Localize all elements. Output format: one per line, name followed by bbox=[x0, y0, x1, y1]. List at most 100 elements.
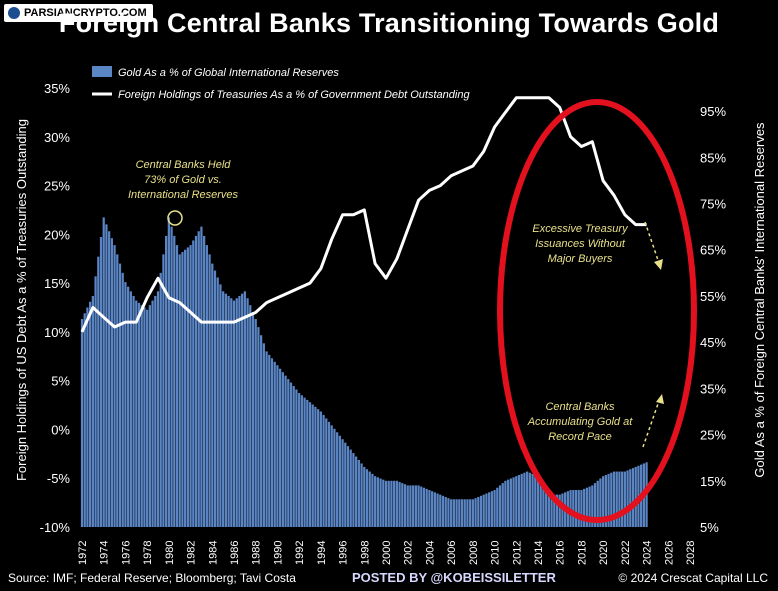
gold-bar bbox=[436, 493, 439, 527]
gold-bar bbox=[452, 499, 455, 527]
x-tick-label: 2028 bbox=[685, 541, 697, 565]
gold-bar bbox=[284, 375, 287, 527]
gold-bar bbox=[574, 490, 578, 527]
gold-bar bbox=[156, 291, 160, 527]
gold-bar bbox=[327, 421, 331, 527]
gold-bar bbox=[428, 490, 431, 527]
gold-bar bbox=[219, 284, 222, 527]
right-tick-label: 85% bbox=[700, 150, 726, 165]
gold-bar bbox=[89, 301, 92, 527]
x-tick-label: 1980 bbox=[164, 541, 176, 565]
right-tick-label: 45% bbox=[700, 335, 726, 350]
gold-bar bbox=[243, 291, 246, 527]
gold-bar bbox=[276, 365, 279, 527]
gold-bar bbox=[194, 235, 198, 527]
coin-icon bbox=[8, 7, 20, 19]
gold-bar bbox=[211, 263, 214, 527]
gold-bar bbox=[463, 499, 466, 527]
gold-bar bbox=[186, 247, 189, 527]
gold-bar bbox=[477, 496, 480, 527]
gold-bar bbox=[333, 428, 336, 527]
gold-bar bbox=[235, 298, 238, 527]
annotation-gold-peak: 73% of Gold vs. bbox=[144, 174, 222, 186]
x-tick-label: 2002 bbox=[403, 541, 415, 565]
gold-bar bbox=[512, 477, 515, 527]
gold-bar bbox=[507, 479, 510, 527]
gold-bar bbox=[545, 490, 548, 527]
gold-bar bbox=[317, 409, 320, 527]
gold-bar bbox=[488, 492, 491, 527]
gold-bar bbox=[450, 499, 453, 527]
x-tick-label: 1992 bbox=[294, 541, 306, 565]
x-tick-label: 2010 bbox=[490, 541, 502, 565]
gold-bar bbox=[113, 245, 116, 527]
gold-bar bbox=[287, 379, 290, 527]
gold-bar bbox=[192, 240, 195, 527]
gold-bar bbox=[159, 272, 162, 527]
gold-bar bbox=[230, 298, 233, 527]
gold-bar bbox=[346, 446, 350, 527]
x-tick-label: 1974 bbox=[99, 541, 111, 565]
gold-bar bbox=[222, 291, 225, 527]
gold-bar bbox=[371, 473, 374, 527]
annotation-gold-peak: International Reserves bbox=[128, 189, 239, 201]
gold-bar bbox=[390, 480, 393, 527]
gold-bar bbox=[444, 496, 447, 527]
gold-bar bbox=[496, 487, 499, 527]
gold-bar bbox=[420, 486, 423, 527]
gold-bar bbox=[422, 487, 426, 527]
gold-bar bbox=[94, 276, 97, 527]
gold-bar bbox=[555, 494, 559, 527]
gold-bar bbox=[254, 319, 257, 527]
gold-bar bbox=[260, 335, 263, 527]
gold-bar bbox=[479, 495, 483, 527]
x-tick-label: 2006 bbox=[446, 541, 458, 565]
gold-bar bbox=[102, 217, 105, 528]
gold-bar bbox=[471, 499, 474, 527]
annotation-gold-accumulation: Central Banks bbox=[545, 401, 615, 413]
gold-bar bbox=[580, 490, 583, 527]
gold-bar bbox=[536, 476, 540, 527]
left-tick-label: 35% bbox=[44, 81, 70, 96]
gold-bar bbox=[626, 470, 629, 527]
gold-bar bbox=[108, 231, 111, 527]
right-tick-label: 15% bbox=[700, 474, 726, 489]
gold-bar bbox=[151, 300, 154, 527]
left-tick-label: 5% bbox=[51, 374, 70, 389]
gold-bar bbox=[387, 480, 390, 527]
right-axis-label: Gold As a % of Foreign Central Banks' In… bbox=[752, 122, 767, 478]
annotation-gold-peak: Central Banks Held bbox=[136, 159, 232, 171]
x-tick-label: 1996 bbox=[338, 541, 350, 565]
gold-bar bbox=[417, 485, 420, 527]
gold-bar bbox=[251, 312, 255, 527]
gold-bar bbox=[116, 254, 119, 527]
gold-bar bbox=[181, 252, 184, 527]
gold-bar bbox=[105, 224, 108, 528]
gold-bar bbox=[593, 483, 597, 527]
gold-bar bbox=[382, 479, 385, 527]
gold-bar bbox=[395, 480, 398, 527]
gold-bar bbox=[298, 392, 301, 527]
left-tick-label: -5% bbox=[47, 471, 71, 486]
right-tick-label: 95% bbox=[700, 104, 726, 119]
gold-bar bbox=[173, 235, 176, 527]
gold-bar bbox=[515, 476, 518, 527]
gold-bar bbox=[241, 293, 244, 527]
gold-bar bbox=[184, 249, 187, 527]
left-axis-label: Foreign Holdings of US Debt As a % of Tr… bbox=[14, 119, 29, 481]
gold-bar bbox=[338, 435, 341, 527]
gold-bar bbox=[501, 483, 504, 527]
gold-bar bbox=[631, 468, 635, 527]
gold-bar bbox=[569, 490, 572, 527]
gold-bar bbox=[137, 302, 141, 527]
gold-bar bbox=[265, 351, 268, 527]
x-tick-label: 1978 bbox=[142, 541, 154, 565]
gold-bar bbox=[205, 245, 208, 527]
x-tick-label: 1990 bbox=[272, 541, 284, 565]
annotation-treasury: Major Buyers bbox=[548, 253, 613, 265]
gold-bar bbox=[154, 295, 157, 527]
watermark-text: PARSIANCRYPTO.COM bbox=[24, 7, 147, 19]
right-tick-label: 5% bbox=[700, 520, 719, 535]
gold-bar bbox=[80, 319, 84, 527]
gold-bar bbox=[175, 245, 179, 527]
